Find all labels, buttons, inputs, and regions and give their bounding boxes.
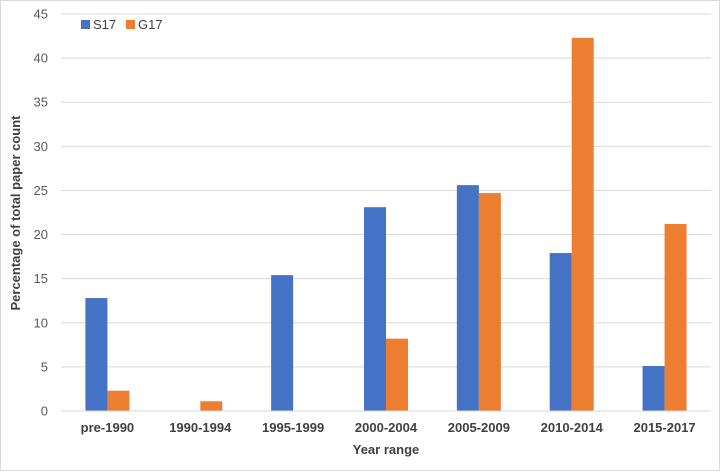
legend: S17 G17 xyxy=(81,17,163,32)
x-tick-label: 1995-1999 xyxy=(262,420,324,435)
x-tick-labels: pre-1990 1990-1994 1995-1999 2000-2004 2005-… xyxy=(81,420,696,435)
bar-s17-pre-1990 xyxy=(85,298,108,411)
bar-s17-2005-2009 xyxy=(456,185,479,411)
bar-s17-2015-2017 xyxy=(642,366,665,411)
bar-g17-2000-2004 xyxy=(386,338,408,411)
bar-g17-1990-1994 xyxy=(200,401,223,411)
y-tick-label: 40 xyxy=(34,51,48,66)
bars xyxy=(85,37,687,411)
bar-s17-2000-2004 xyxy=(364,207,386,411)
y-tick-label: 20 xyxy=(34,227,48,242)
bar-g17-2015-2017 xyxy=(664,223,687,411)
y-axis-title: Percentage of total paper count xyxy=(8,115,23,311)
bar-g17-2005-2009 xyxy=(478,193,501,411)
x-tick-label: 1990-1994 xyxy=(169,420,232,435)
bar-g17-pre-1990 xyxy=(107,390,130,411)
y-tick-label: 45 xyxy=(34,7,48,22)
bar-g17-2010-2014 xyxy=(571,37,594,411)
legend-label-s17: S17 xyxy=(93,17,116,32)
legend-swatch-s17 xyxy=(81,20,90,29)
y-tick-label: 10 xyxy=(34,315,48,330)
y-tick-label: 5 xyxy=(41,359,48,374)
y-tick-label: 25 xyxy=(34,183,48,198)
bar-s17-1995-1999 xyxy=(271,275,294,411)
gridlines xyxy=(61,13,711,368)
y-tick-label: 30 xyxy=(34,139,48,154)
x-tick-label: 2015-2017 xyxy=(633,420,695,435)
y-tick-label: 35 xyxy=(34,95,48,110)
legend-label-g17: G17 xyxy=(138,17,163,32)
legend-swatch-g17 xyxy=(126,20,135,29)
y-tick-label: 0 xyxy=(41,404,48,419)
x-tick-label: 2000-2004 xyxy=(355,420,418,435)
bar-s17-2010-2014 xyxy=(549,253,572,411)
x-axis-title: Year range xyxy=(353,442,420,457)
y-tick-labels: 0 5 10 15 20 25 30 35 40 45 xyxy=(34,7,48,419)
x-tick-label: 2005-2009 xyxy=(448,420,510,435)
y-tick-label: 15 xyxy=(34,271,48,286)
x-tick-label: 2010-2014 xyxy=(541,420,604,435)
x-tick-label: pre-1990 xyxy=(81,420,134,435)
